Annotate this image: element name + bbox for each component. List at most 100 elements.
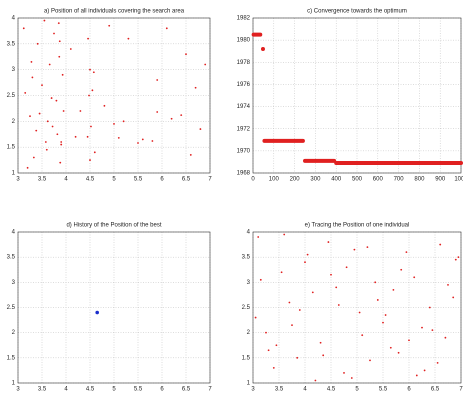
x-tick-label: 7 bbox=[208, 177, 212, 183]
point bbox=[31, 76, 34, 79]
point bbox=[60, 143, 63, 146]
x-tick-label: 900 bbox=[435, 177, 446, 183]
y-tick-label: 3 bbox=[12, 67, 16, 73]
y-tick-label: 1.5 bbox=[242, 355, 251, 361]
point bbox=[74, 135, 77, 138]
point bbox=[57, 22, 60, 25]
point bbox=[204, 63, 207, 66]
x-tick-label: 5.5 bbox=[134, 387, 143, 393]
point bbox=[199, 128, 202, 130]
point bbox=[350, 377, 353, 379]
x-tick-label: 0 bbox=[251, 177, 255, 183]
point bbox=[408, 339, 410, 342]
x-tick-label: 3.5 bbox=[38, 387, 47, 393]
point bbox=[41, 84, 43, 87]
point bbox=[335, 286, 338, 289]
x-tick-label: 5.5 bbox=[134, 177, 143, 183]
point bbox=[439, 243, 442, 246]
point bbox=[55, 99, 58, 102]
point bbox=[345, 266, 348, 269]
x-tick-label: 3.5 bbox=[275, 387, 284, 393]
point bbox=[298, 309, 301, 311]
y-tick-label: 1976 bbox=[237, 82, 251, 88]
point bbox=[26, 166, 29, 169]
x-tick-label: 7 bbox=[459, 387, 463, 393]
point bbox=[50, 97, 53, 99]
x-tick-label: 6 bbox=[160, 387, 164, 393]
x-tick-label: 3 bbox=[16, 387, 20, 393]
point bbox=[392, 288, 395, 291]
axes-frame bbox=[17, 17, 211, 174]
chart-title: a) Position of all individuals covering … bbox=[44, 9, 185, 15]
point bbox=[59, 161, 62, 164]
point bbox=[400, 268, 403, 271]
data-line bbox=[251, 32, 463, 166]
y-tick-label: 2.5 bbox=[242, 305, 251, 311]
x-tick-label: 3.5 bbox=[38, 177, 47, 183]
point bbox=[58, 40, 61, 43]
point bbox=[447, 283, 449, 286]
point bbox=[60, 141, 63, 143]
point bbox=[457, 256, 460, 259]
x-tick-label: 700 bbox=[394, 177, 405, 183]
x-tick-label: 4.5 bbox=[86, 177, 95, 183]
point bbox=[185, 53, 187, 56]
point bbox=[86, 135, 89, 138]
point bbox=[330, 273, 332, 276]
x-tick-label: 100 bbox=[269, 177, 280, 183]
point bbox=[93, 151, 96, 154]
x-tick-label: 4 bbox=[64, 387, 68, 393]
point bbox=[431, 329, 434, 332]
point bbox=[436, 361, 439, 364]
point bbox=[374, 281, 377, 284]
point bbox=[257, 236, 260, 238]
point bbox=[29, 115, 31, 118]
x-tick-label: 400 bbox=[331, 177, 342, 183]
x-tick-label: 200 bbox=[290, 177, 301, 183]
y-tick-label: 1982 bbox=[237, 16, 251, 22]
x-tick-label: 6.5 bbox=[182, 387, 191, 393]
point bbox=[413, 276, 416, 279]
point bbox=[108, 24, 111, 27]
point bbox=[180, 114, 183, 117]
y-tick-label: 4 bbox=[12, 230, 16, 236]
y-tick-label: 1972 bbox=[237, 126, 251, 132]
x-tick-label: 6 bbox=[160, 177, 164, 183]
point bbox=[24, 92, 27, 94]
point bbox=[452, 296, 455, 299]
point bbox=[38, 112, 41, 115]
x-tick-label: 5 bbox=[355, 387, 359, 393]
x-tick-label: 5.5 bbox=[379, 387, 388, 393]
axes-frame bbox=[17, 231, 211, 384]
y-tick-label: 1.5 bbox=[7, 145, 16, 151]
point bbox=[113, 123, 115, 125]
y-tick-label: 3 bbox=[247, 280, 251, 286]
point bbox=[280, 271, 283, 274]
point bbox=[296, 356, 299, 359]
point bbox=[32, 156, 35, 159]
y-tick-label: 2 bbox=[12, 330, 16, 336]
point bbox=[58, 55, 61, 58]
point bbox=[337, 304, 340, 306]
point bbox=[454, 258, 457, 261]
point bbox=[259, 278, 262, 281]
point bbox=[36, 42, 39, 45]
x-tick-label: 5 bbox=[112, 177, 116, 183]
point bbox=[22, 27, 25, 30]
point bbox=[48, 63, 51, 66]
y-tick-label: 4 bbox=[247, 230, 251, 236]
point bbox=[151, 140, 154, 142]
y-tick-label: 1968 bbox=[237, 171, 251, 177]
point bbox=[288, 301, 291, 304]
point bbox=[272, 367, 275, 369]
x-tick-label: 4 bbox=[303, 387, 307, 393]
x-tick-label: 1000 bbox=[454, 177, 463, 183]
point bbox=[343, 372, 345, 374]
point bbox=[69, 48, 72, 50]
point bbox=[389, 346, 392, 349]
point bbox=[141, 138, 144, 141]
y-tick-label: 2.5 bbox=[7, 93, 16, 99]
point bbox=[254, 316, 257, 319]
axes-frame bbox=[252, 231, 462, 384]
point bbox=[45, 148, 48, 151]
